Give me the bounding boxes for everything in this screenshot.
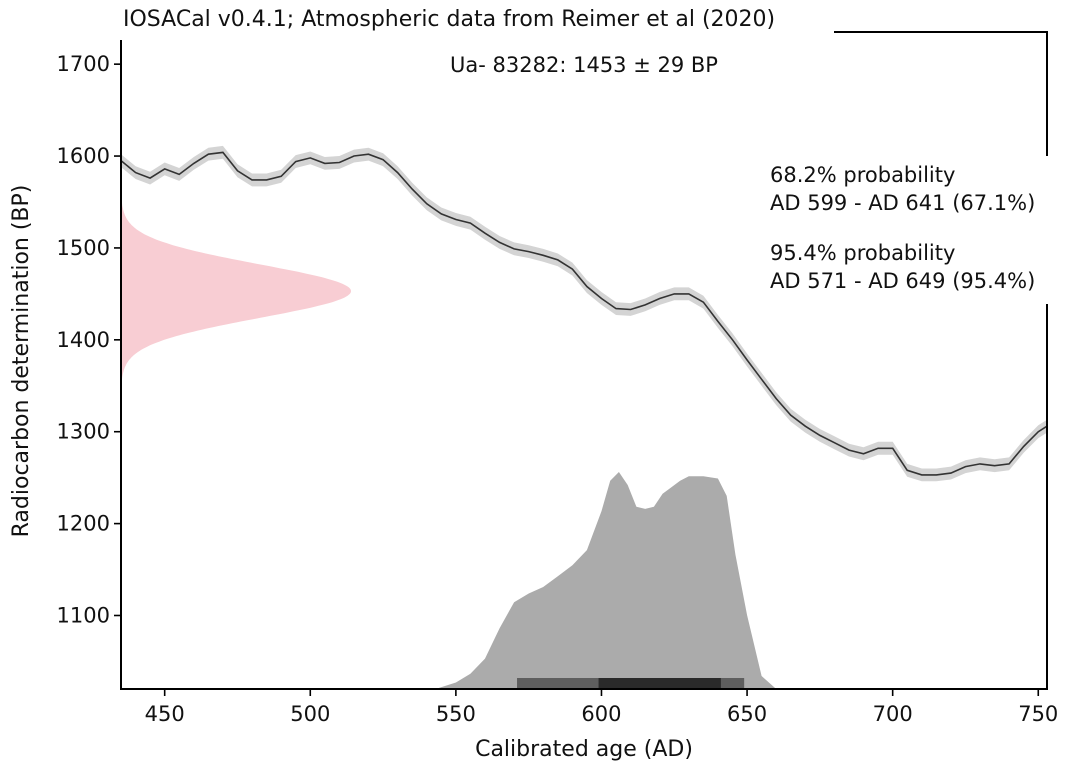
interval-95-range: AD 571 - AD 649 (95.4%) (770, 269, 1035, 293)
x-tick-label: 500 (290, 702, 330, 726)
x-axis-label: Calibrated age (AD) (475, 737, 693, 762)
y-tick-label: 1700 (57, 52, 110, 76)
radiocarbon-determination-curve (121, 184, 351, 398)
chart-title: IOSACal v0.4.1; Atmospheric data from Re… (123, 7, 775, 32)
calibrated-probability-area (435, 472, 777, 689)
x-tick-label: 650 (727, 702, 767, 726)
y-tick-label: 1300 (57, 420, 110, 444)
interval-annotation-background (764, 156, 1064, 304)
interval-68-range: AD 599 - AD 641 (67.1%) (770, 191, 1035, 215)
calibration-curve-line-layer (120, 151, 1048, 476)
x-tick-label: 600 (581, 702, 621, 726)
x-tick-label: 700 (873, 702, 913, 726)
y-axis-ticks: 1100 1200 1300 1400 1500 1600 1700 (57, 52, 121, 627)
x-tick-label: 450 (145, 702, 185, 726)
calibration-curve-line (120, 151, 1048, 476)
y-tick-label: 1600 (57, 144, 110, 168)
interval-95-label: 95.4% probability (770, 241, 955, 265)
calibrated-probability-layer (435, 472, 777, 689)
x-tick-label: 750 (1018, 702, 1058, 726)
chart-subtitle: Ua- 83282: 1453 ± 29 BP (450, 53, 718, 77)
radiocarbon-determination-layer (121, 184, 351, 398)
y-tick-label: 1500 (57, 236, 110, 260)
x-tick-label: 550 (436, 702, 476, 726)
y-axis-label: Radiocarbon determination (BP) (9, 185, 34, 538)
interval-68-label: 68.2% probability (770, 163, 955, 187)
y-tick-label: 1200 (57, 512, 110, 536)
x-axis-ticks: 450 500 550 600 650 700 750 (145, 689, 1058, 726)
y-tick-label: 1400 (57, 328, 110, 352)
y-tick-label: 1100 (57, 603, 110, 627)
interval-68-bar (598, 678, 721, 688)
probability-interval-layer (517, 678, 745, 688)
plot-area (120, 145, 1048, 689)
title-background (116, 0, 834, 40)
